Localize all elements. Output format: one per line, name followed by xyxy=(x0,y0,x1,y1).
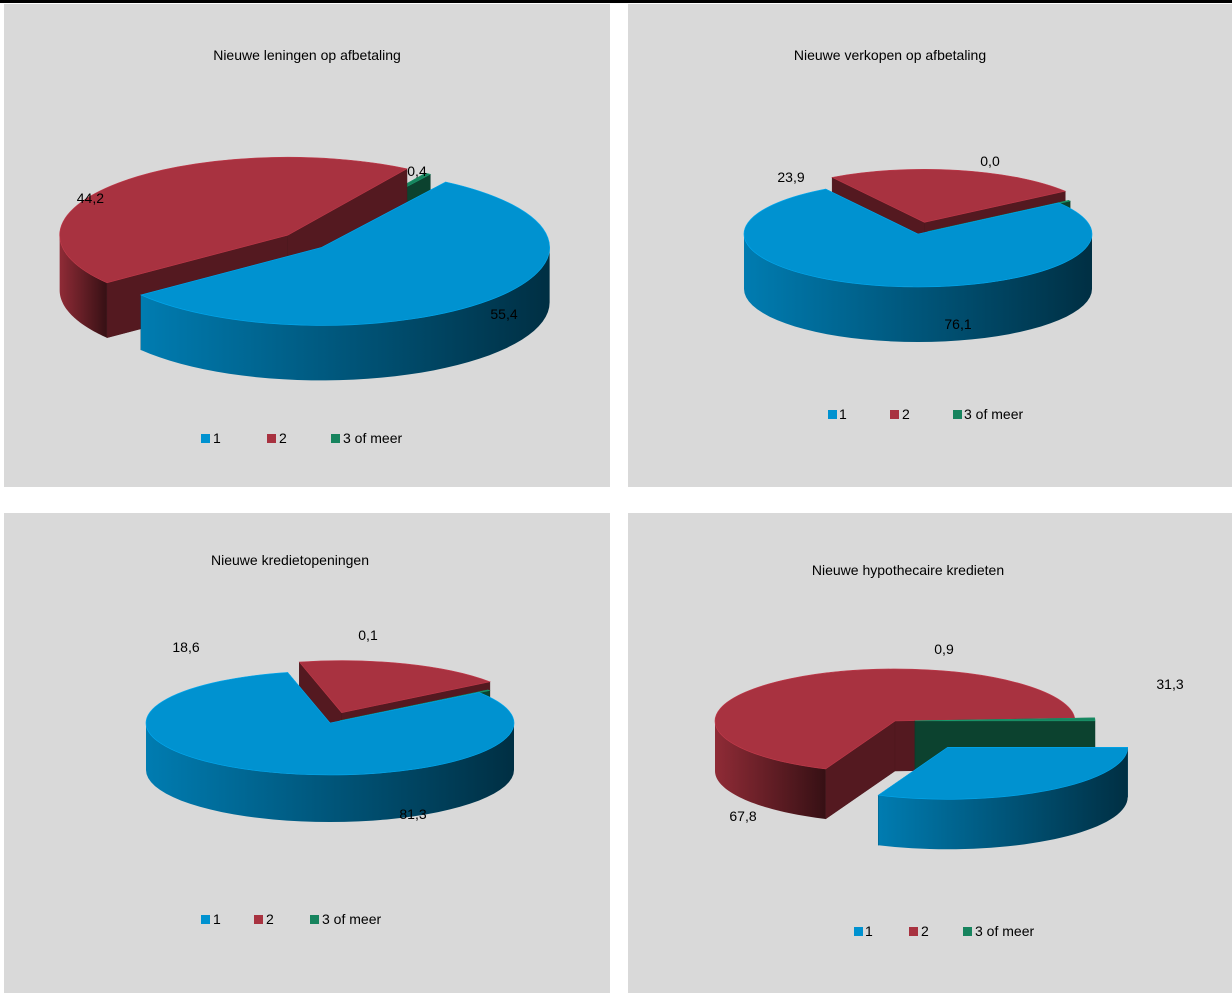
legend-swatch-2 xyxy=(909,927,918,936)
legend-swatch-2 xyxy=(254,915,263,924)
chart-title: Nieuwe hypothecaire kredieten xyxy=(812,562,1004,578)
pie-slice-1 xyxy=(145,671,515,822)
chart-panel-verkopen: Nieuwe verkopen op afbetaling 23,9 0,0 7… xyxy=(628,4,1232,487)
legend-label-1: 1 xyxy=(865,923,873,939)
data-label-3-of-meer: 0,0 xyxy=(980,153,1000,169)
legend-label-2: 2 xyxy=(279,430,287,446)
pie-chart-kredietopeningen: Nieuwe kredietopeningen 18,6 0,1 81,3 1 … xyxy=(145,552,515,927)
pie-chart-hypothecaire: Nieuwe hypothecaire kredieten 67,8 0,9 3… xyxy=(714,562,1184,939)
legend-label-1: 1 xyxy=(839,406,847,422)
legend-label-3-of-meer: 3 of meer xyxy=(322,911,381,927)
data-label-1: 81,3 xyxy=(399,806,426,822)
legend-swatch-1 xyxy=(201,434,210,443)
data-label-3-of-meer: 0,4 xyxy=(407,163,427,179)
legend-swatch-3-of-meer xyxy=(310,915,319,924)
legend-swatch-1 xyxy=(201,915,210,924)
legend: 1 2 3 of meer xyxy=(201,911,381,927)
legend-swatch-1 xyxy=(854,927,863,936)
legend-swatch-3-of-meer xyxy=(953,410,962,419)
pie-slice-1 xyxy=(139,181,550,381)
data-label-2: 18,6 xyxy=(172,639,199,655)
legend-swatch-3-of-meer xyxy=(331,434,340,443)
pie-chart-verkopen: Nieuwe verkopen op afbetaling 23,9 0,0 7… xyxy=(743,47,1093,422)
pie-chart-leningen: Nieuwe leningen op afbetaling 44,2 0,4 5… xyxy=(59,47,550,446)
data-label-3-of-meer: 0,9 xyxy=(934,641,954,657)
pie-slice-1 xyxy=(743,188,1093,342)
legend-swatch-2 xyxy=(890,410,899,419)
pie-slice-1 xyxy=(877,746,1128,850)
legend-label-3-of-meer: 3 of meer xyxy=(964,406,1023,422)
data-label-1: 55,4 xyxy=(490,306,517,322)
data-label-1: 76,1 xyxy=(944,316,971,332)
chart-title: Nieuwe kredietopeningen xyxy=(211,552,369,568)
chart-panel-hypothecaire: Nieuwe hypothecaire kredieten 67,8 0,9 3… xyxy=(628,513,1232,993)
legend-swatch-2 xyxy=(267,434,276,443)
legend: 1 2 3 of meer xyxy=(854,923,1034,939)
chart-title: Nieuwe verkopen op afbetaling xyxy=(794,47,986,63)
data-label-3-of-meer: 0,1 xyxy=(358,627,378,643)
chart-title: Nieuwe leningen op afbetaling xyxy=(213,47,401,63)
legend-label-2: 2 xyxy=(921,923,929,939)
legend-label-2: 2 xyxy=(266,911,274,927)
top-rule xyxy=(0,0,1232,3)
data-label-1: 31,3 xyxy=(1156,676,1183,692)
legend-label-2: 2 xyxy=(902,406,910,422)
legend-swatch-3-of-meer xyxy=(963,927,972,936)
data-label-2: 67,8 xyxy=(729,808,756,824)
legend: 1 2 3 of meer xyxy=(201,430,402,446)
chart-panel-leningen: Nieuwe leningen op afbetaling 44,2 0,4 5… xyxy=(4,4,610,487)
legend-label-3-of-meer: 3 of meer xyxy=(975,923,1034,939)
legend-swatch-1 xyxy=(828,410,837,419)
legend: 1 2 3 of meer xyxy=(828,406,1023,422)
legend-label-1: 1 xyxy=(213,911,221,927)
legend-label-3-of-meer: 3 of meer xyxy=(343,430,402,446)
data-label-2: 44,2 xyxy=(77,190,104,206)
data-label-2: 23,9 xyxy=(777,169,804,185)
legend-label-1: 1 xyxy=(213,430,221,446)
chart-panel-kredietopeningen: Nieuwe kredietopeningen 18,6 0,1 81,3 1 … xyxy=(4,513,610,993)
